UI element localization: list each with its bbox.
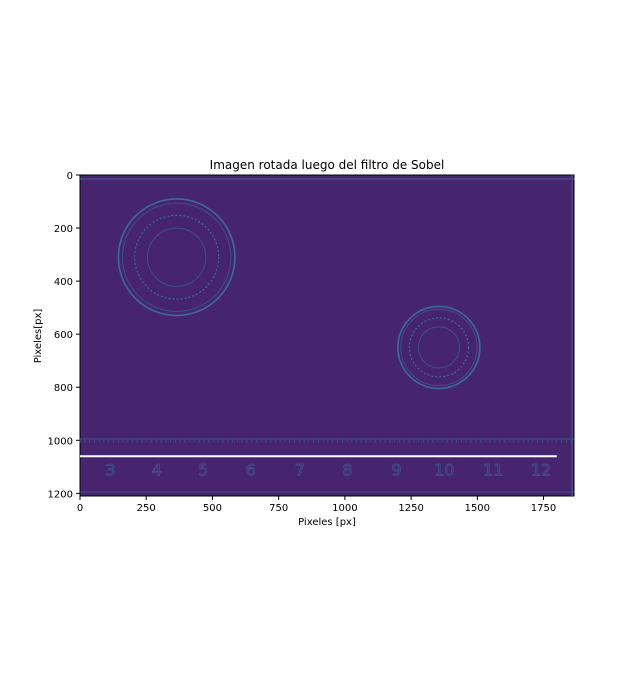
large-coin-inner-rim — [121, 202, 232, 312]
ruler-number: 9 — [391, 460, 401, 479]
y-tick-label: 800 — [54, 383, 73, 394]
y-tick-label: 600 — [54, 330, 73, 341]
large-coin-rim — [117, 198, 236, 317]
ruler-number: 10 — [434, 460, 454, 479]
ruler-number: 6 — [246, 460, 256, 479]
small-coin-inner-rim — [400, 308, 478, 387]
x-axis: 0 250 500 750 1000 1250 1500 1750 — [77, 496, 556, 514]
x-tick-label: 250 — [137, 503, 156, 514]
plot-area — [79, 174, 575, 497]
ruler-numbers: 3 4 5 6 7 8 9 10 11 12 — [105, 460, 552, 480]
large-coin-wreath — [134, 214, 220, 300]
image-features: 3 4 5 6 7 8 9 10 11 12 — [79, 175, 574, 496]
small-coin — [397, 305, 481, 390]
y-tick-label: 0 — [67, 171, 73, 182]
x-tick-label: 0 — [77, 503, 83, 514]
small-coin-center-ring — [417, 326, 460, 369]
y-axis-label: Pixeles[px] — [33, 309, 44, 364]
x-axis-label: Pixeles [px] — [298, 517, 356, 528]
x-tick-label: 1250 — [398, 503, 423, 514]
ruler-number: 12 — [531, 460, 551, 479]
large-coin-center-ring — [147, 227, 207, 287]
y-tick-label: 400 — [54, 277, 73, 288]
x-tick-label: 1500 — [465, 503, 490, 514]
plot-frame — [79, 174, 575, 497]
y-tick-label: 1200 — [48, 489, 73, 500]
ruler-number: 5 — [198, 460, 208, 479]
large-coin — [117, 198, 236, 317]
ruler-ticks — [79, 438, 572, 443]
y-tick-label: 1000 — [48, 436, 73, 447]
ruler-number: 11 — [483, 460, 503, 479]
x-tick-label: 1750 — [531, 503, 556, 514]
image-background — [80, 175, 574, 496]
ruler-number: 7 — [295, 460, 305, 479]
ruler-number: 4 — [152, 460, 162, 479]
y-tick-label: 200 — [54, 224, 73, 235]
ruler-number: 3 — [105, 460, 115, 479]
x-tick-label: 750 — [269, 503, 288, 514]
y-axis: 0 200 400 600 800 1000 1200 — [48, 171, 80, 500]
small-coin-wreath — [408, 317, 470, 378]
ruler-number: 8 — [342, 460, 352, 479]
x-tick-label: 500 — [203, 503, 222, 514]
chart-title: Imagen rotada luego del filtro de Sobel — [210, 158, 445, 172]
small-coin-rim — [397, 305, 481, 390]
x-tick-label: 1000 — [332, 503, 357, 514]
